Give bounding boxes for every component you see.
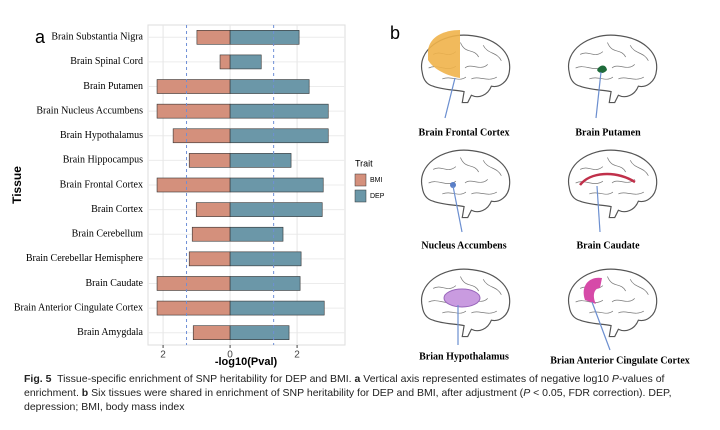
bar (219, 54, 231, 70)
y-tick-label: Brain Hippocampus (63, 155, 143, 166)
brain-figure (567, 34, 658, 104)
caption-label: Fig. 5 (24, 373, 52, 385)
bar (191, 226, 231, 242)
bar (229, 202, 323, 217)
brain-figure (420, 149, 511, 219)
x-axis-title: -log10(Pval) (215, 356, 278, 368)
region-highlight (579, 172, 636, 186)
bar (156, 79, 231, 94)
pointer (452, 185, 463, 233)
caption: Fig. 5 Tissue-specific enrichment of SNP… (24, 372, 704, 414)
tissue-label: Brain Frontal Cortex (419, 127, 510, 138)
bar (188, 251, 231, 267)
bar (156, 177, 231, 193)
legend-label: BMI (370, 177, 383, 184)
y-tick-label: Brain Spinal Cord (70, 56, 143, 67)
caption-text: Vertical axis represented estimates of n… (360, 373, 612, 385)
caption-text: b (81, 387, 89, 399)
pointer (596, 185, 601, 233)
y-tick-label: Brain Caudate (86, 278, 144, 289)
region-highlight (583, 277, 602, 304)
y-tick-label: Brain Cerebellar Hemisphere (26, 253, 144, 264)
region-highlight (428, 30, 460, 78)
x-tick-label: 0 (227, 350, 233, 361)
y-tick-label: Brain Anterior Cingulate Cortex (14, 302, 143, 313)
bar (229, 276, 301, 291)
y-tick-label: Brain Amygdala (77, 327, 143, 338)
y-tick-label: Brain Frontal Cortex (60, 179, 143, 190)
y-tick-label: Brain Substantia Nigra (51, 32, 143, 43)
tissue-label: Brian Anterior Cingulate Cortex (550, 355, 690, 366)
y-tick-label: Brain Putamen (83, 81, 143, 92)
legend-label: DEP (370, 193, 385, 200)
brain-illustrations (420, 30, 658, 351)
figure: a b Tissue -log10(Pval) Trait Brain Fron… (10, 23, 690, 368)
caption-text: P (523, 387, 531, 399)
brain-figure (567, 268, 658, 338)
bar (229, 128, 329, 144)
bar (229, 251, 302, 267)
bar (229, 226, 284, 242)
caption-text: P (611, 373, 619, 385)
bar (156, 276, 231, 291)
bar (229, 79, 310, 94)
tissue-label: Brian Hypothalamus (419, 351, 509, 362)
bar (156, 300, 231, 316)
legend-swatch (354, 173, 367, 187)
bar (188, 153, 231, 168)
tissue-label: Brain Caudate (576, 240, 640, 251)
y-tick-label: Brain Nucleus Accumbens (36, 105, 143, 116)
panel-label: b (390, 23, 400, 43)
pointer (591, 301, 611, 351)
caption-text: Six tissues were shared in enrichment of… (88, 387, 524, 399)
legend-title: Trait (355, 158, 373, 168)
region-highlight (597, 65, 607, 73)
bar (156, 103, 231, 119)
caption-text: < 0.05, FDR correction). DEP, depression… (24, 387, 672, 413)
panel-label: a (35, 27, 46, 47)
caption-text: -values of enrichment. (24, 373, 665, 399)
tissue-label: Brain Putamen (575, 127, 641, 138)
pointer (444, 77, 456, 119)
bar (229, 325, 290, 340)
bar (229, 103, 329, 119)
y-tick-label: Brain Cortex (91, 204, 143, 215)
legend-swatch (354, 189, 367, 203)
pointer (595, 71, 602, 119)
bar (229, 30, 300, 45)
bar (229, 54, 262, 70)
y-axis-title: Tissue (10, 166, 24, 204)
bar (192, 325, 231, 340)
region-highlight (450, 182, 456, 188)
bar (229, 153, 292, 168)
bar (196, 30, 231, 45)
bar (172, 128, 231, 144)
bar (195, 202, 231, 217)
caption-text: Tissue-specific enrichment of SNP herita… (57, 373, 355, 385)
region-highlight (443, 288, 481, 308)
x-tick-label: 2 (294, 350, 300, 361)
y-tick-label: Brain Hypothalamus (60, 130, 143, 141)
tissue-label: Nucleus Accumbens (421, 240, 506, 251)
bar (229, 300, 325, 316)
caption-text: a (354, 373, 361, 385)
y-tick-label: Brain Cerebellum (72, 229, 144, 240)
bar (229, 177, 324, 193)
x-tick-label: 2 (160, 350, 166, 361)
